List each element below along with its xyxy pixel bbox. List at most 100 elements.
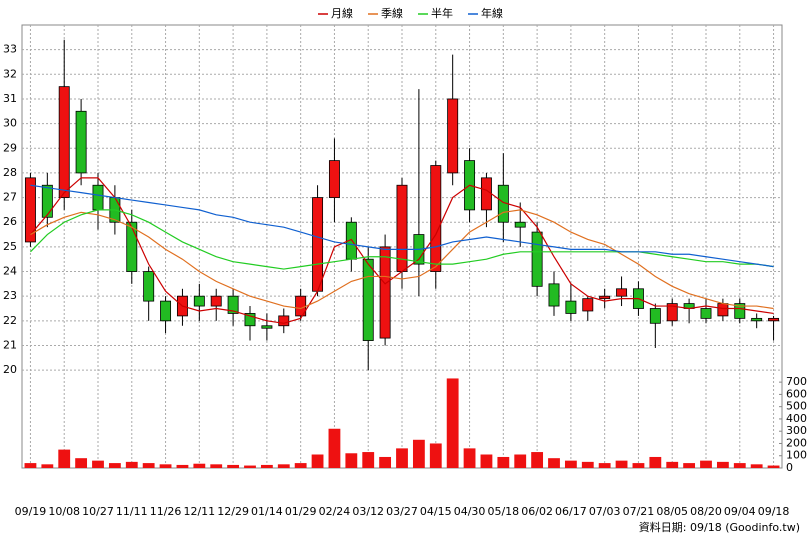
candle-body [160,300,172,322]
candle-body [480,177,492,211]
candle-body [193,295,205,307]
y-tick-label: 20 [3,363,17,376]
volume-bar [666,461,679,468]
x-tick-label: 03/12 [352,505,384,518]
ma-line [29,177,774,324]
y-tick-label: 28 [3,166,17,179]
y2-tick-label: 300 [786,424,807,437]
candle-body [24,177,36,243]
volume-bar [379,456,392,468]
candle-body [531,231,543,287]
x-tick-label: 02/24 [319,505,351,518]
legend-label: 月線 [331,6,353,20]
volume-bar [193,463,206,468]
volume-bar [328,428,341,468]
volume-bar [598,463,611,468]
candle-body [362,258,374,341]
x-tick-label: 06/02 [521,505,553,518]
candle-body [58,86,70,198]
volume-bar [632,463,645,468]
y-tick-label: 25 [3,240,17,253]
y-tick-label: 30 [3,117,17,130]
candle-body [261,325,273,329]
y2-tick-label: 600 [786,387,807,400]
y-tick-label: 21 [3,338,17,351]
candle-body [41,184,53,218]
y-tick-label: 23 [3,289,17,302]
x-tick-label: 09/04 [724,505,756,518]
volume-bar [277,464,290,468]
y-tick-label: 33 [3,43,17,56]
legend-label: 年線 [481,6,503,20]
volume-bar [362,452,375,468]
volume-bar [514,454,527,468]
x-tick-label: 11/11 [116,505,148,518]
volume-bar [581,461,594,468]
y-tick-label: 22 [3,314,17,327]
y-tick-label: 26 [3,215,17,228]
x-tick-label: 04/30 [454,505,486,518]
x-tick-label: 10/27 [82,505,114,518]
candle-body [734,303,746,319]
candle-body [75,110,87,174]
volume-bar [497,456,510,468]
volume-bar [108,463,121,468]
candle-body [430,165,442,272]
volume-bar [480,454,493,468]
volume-bar [396,448,408,468]
ma-line [30,209,774,270]
candle-body [126,221,138,272]
volume-bar [142,463,155,468]
volume-bar [429,443,442,468]
candle-body [616,288,628,297]
x-tick-label: 10/08 [48,505,80,518]
x-tick-label: 04/15 [420,505,452,518]
y2-tick-label: 200 [786,436,807,449]
volume-bar [311,454,324,468]
candle-body [700,308,712,319]
candle-body [143,271,155,302]
x-tick-label: 05/18 [487,505,519,518]
candle-body [278,315,290,327]
x-tick-label: 07/21 [623,505,655,518]
x-tick-label: 09/18 [758,505,790,518]
volume-bar [700,460,712,468]
x-tick-label: 01/14 [251,505,283,518]
x-tick-label: 03/27 [386,505,418,518]
y-tick-label: 32 [3,67,17,80]
volume-bar [244,465,256,468]
y2-tick-label: 500 [786,400,807,413]
source-note: 資料日期: 09/18 (Goodinfo.tw) [639,520,800,534]
candle-body [582,298,594,312]
volume-bar [24,463,37,468]
ma-line [30,209,774,310]
volume-bar [767,465,780,468]
y-tick-label: 27 [3,191,17,204]
volume-bar [92,460,104,468]
candle-body [92,184,104,211]
volume-bar [548,458,560,468]
y-tick-label: 29 [3,141,17,154]
candle-body [649,308,661,324]
volume-bar [531,452,544,468]
candle-body [768,317,780,322]
volume-bar [58,449,71,468]
volume-bar [733,463,746,468]
volume-bar [125,461,138,468]
volume-bar [463,448,476,468]
volume-bar [615,460,628,468]
volume-bar [446,378,459,468]
candle-body [210,295,222,307]
volume-bar [260,464,273,468]
candle-body [328,160,340,198]
legend-label: 季線 [381,6,403,20]
candle-body [599,295,611,300]
y2-tick-label: 100 [786,449,807,462]
volume-bar [176,464,189,468]
candle-body [312,197,324,292]
candle-body [666,303,678,322]
y2-tick-label: 0 [786,461,793,474]
x-tick-label: 08/20 [690,505,722,518]
volume-bar [564,460,577,468]
x-tick-label: 12/29 [217,505,249,518]
